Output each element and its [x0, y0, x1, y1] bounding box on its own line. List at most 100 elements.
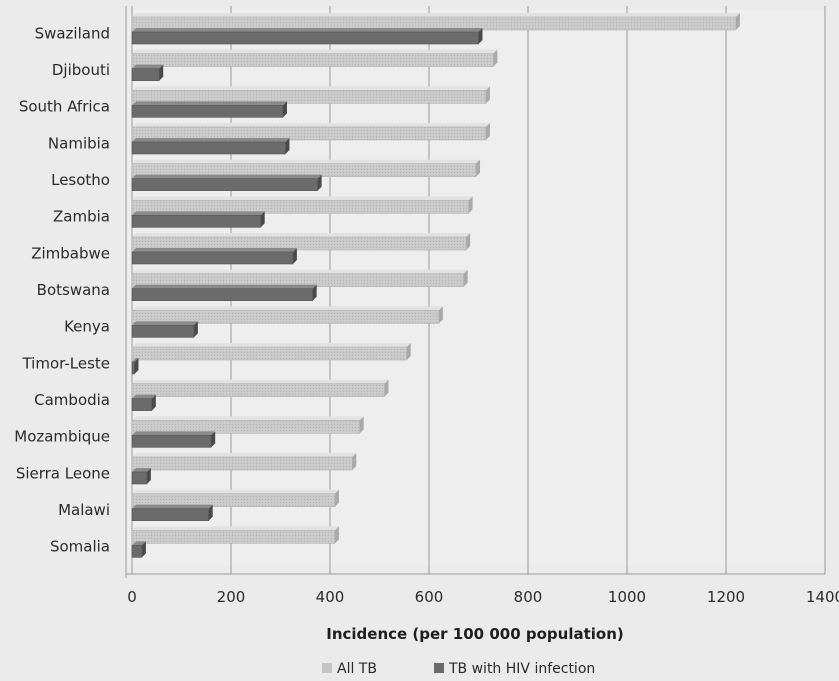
bar-top-face	[132, 174, 322, 179]
category-label-djibouti: Djibouti	[52, 61, 110, 79]
bar-side-face	[384, 379, 389, 397]
category-label-botswana: Botswana	[37, 281, 110, 299]
bar-side-face	[406, 343, 411, 360]
bar-timor-leste-tb-with-hiv-infection	[131, 358, 139, 375]
bar-top-face	[132, 248, 297, 252]
bar-side-face	[312, 284, 317, 301]
bar-front-face	[131, 361, 135, 375]
bar-side-face	[478, 28, 483, 44]
bar-zambia-tb-with-hiv-infection	[131, 211, 265, 228]
bar-namibia-all-tb	[131, 123, 490, 141]
bar-front-face	[131, 420, 360, 434]
category-label-kenya: Kenya	[64, 318, 110, 336]
bar-south-africa-all-tb	[131, 86, 490, 104]
bar-sierra-leone-all-tb	[131, 453, 357, 471]
bar-side-face	[468, 196, 473, 214]
bar-front-face	[131, 435, 212, 448]
bar-top-face	[132, 269, 468, 274]
bar-side-face	[211, 431, 216, 448]
bar-side-face	[134, 358, 139, 374]
bar-sierra-leone-tb-with-hiv-infection	[131, 468, 151, 485]
x-tick-label-800: 800	[514, 588, 543, 606]
bar-top-face	[132, 504, 213, 509]
bar-side-face	[292, 248, 297, 264]
bar-side-face	[334, 489, 339, 507]
bar-top-face	[132, 416, 364, 421]
bar-mozambique-tb-with-hiv-infection	[131, 431, 216, 448]
bar-top-face	[132, 541, 146, 546]
bar-malawi-tb-with-hiv-infection	[131, 504, 213, 521]
bar-front-face	[131, 325, 195, 338]
category-label-somalia: Somalia	[50, 538, 110, 556]
bar-front-face	[131, 456, 353, 471]
bar-front-face	[131, 126, 487, 141]
bar-side-face	[735, 13, 740, 30]
bar-top-face	[132, 211, 265, 216]
bar-side-face	[208, 504, 213, 521]
legend-item-tb-with-hiv-infection: TB with HIV infection	[434, 661, 595, 677]
bar-side-face	[493, 49, 498, 67]
bars	[131, 13, 740, 558]
bar-front-face	[131, 288, 313, 301]
bar-top-face	[132, 453, 357, 457]
bar-swaziland-all-tb	[131, 13, 740, 31]
bar-zambia-all-tb	[131, 196, 473, 214]
x-tick-label-200: 200	[217, 588, 246, 606]
category-label-malawi: Malawi	[58, 501, 110, 519]
bar-front-face	[131, 493, 336, 507]
bar-top-face	[132, 159, 481, 164]
bar-swaziland-tb-with-hiv-infection	[131, 28, 483, 45]
bar-side-face	[141, 541, 146, 558]
bar-top-face	[132, 49, 498, 54]
x-tick-label-1000: 1000	[608, 588, 646, 606]
bar-front-face	[131, 178, 318, 191]
bar-top-face	[132, 431, 216, 436]
bar-kenya-tb-with-hiv-infection	[131, 321, 198, 338]
bar-front-face	[131, 310, 440, 324]
bar-kenya-all-tb	[131, 306, 443, 324]
x-tick-label-1400: 1400	[806, 588, 839, 606]
x-tick-labels: 0 200 400 600 800 1000 1200 1400	[127, 588, 839, 606]
bar-side-face	[485, 123, 490, 140]
bar-side-face	[334, 526, 339, 544]
bar-djibouti-all-tb	[131, 49, 498, 67]
legend-swatch	[322, 663, 332, 673]
bar-cambodia-all-tb	[131, 379, 389, 397]
category-label-swaziland: Swaziland	[35, 24, 110, 42]
bar-front-face	[131, 383, 385, 397]
bar-top-face	[132, 379, 389, 384]
bar-front-face	[131, 141, 286, 155]
bar-top-face	[132, 284, 317, 289]
category-label-mozambique: Mozambique	[14, 428, 110, 446]
bar-south-africa-tb-with-hiv-infection	[131, 101, 287, 118]
bar-top-face	[132, 233, 471, 237]
bar-top-face	[132, 13, 740, 17]
bar-cambodia-tb-with-hiv-infection	[131, 394, 156, 411]
legend-label: TB with HIV infection	[448, 661, 595, 677]
bar-side-face	[282, 101, 287, 118]
bar-top-face	[132, 123, 490, 127]
category-label-sierra-leone: Sierra Leone	[16, 464, 110, 482]
bar-front-face	[131, 508, 210, 521]
bar-zimbabwe-all-tb	[131, 233, 471, 251]
bar-front-face	[131, 251, 294, 265]
bar-top-face	[132, 394, 156, 399]
bar-lesotho-tb-with-hiv-infection	[131, 174, 322, 191]
bar-front-face	[131, 200, 469, 214]
bar-side-face	[159, 64, 164, 81]
bar-front-face	[131, 53, 494, 67]
category-label-timor-leste: Timor-Leste	[21, 354, 110, 372]
category-label-south-africa: South Africa	[19, 98, 110, 116]
legend-swatch	[434, 663, 444, 673]
bar-side-face	[359, 416, 364, 434]
bar-lesotho-all-tb	[131, 159, 481, 177]
bar-side-face	[151, 394, 156, 411]
x-tick-label-400: 400	[316, 588, 345, 606]
bar-front-face	[131, 105, 284, 118]
legend: All TB TB with HIV infection	[322, 661, 595, 677]
bar-malawi-all-tb	[131, 489, 339, 507]
bar-side-face	[476, 159, 481, 177]
bar-front-face	[131, 398, 153, 411]
bar-top-face	[132, 489, 339, 494]
